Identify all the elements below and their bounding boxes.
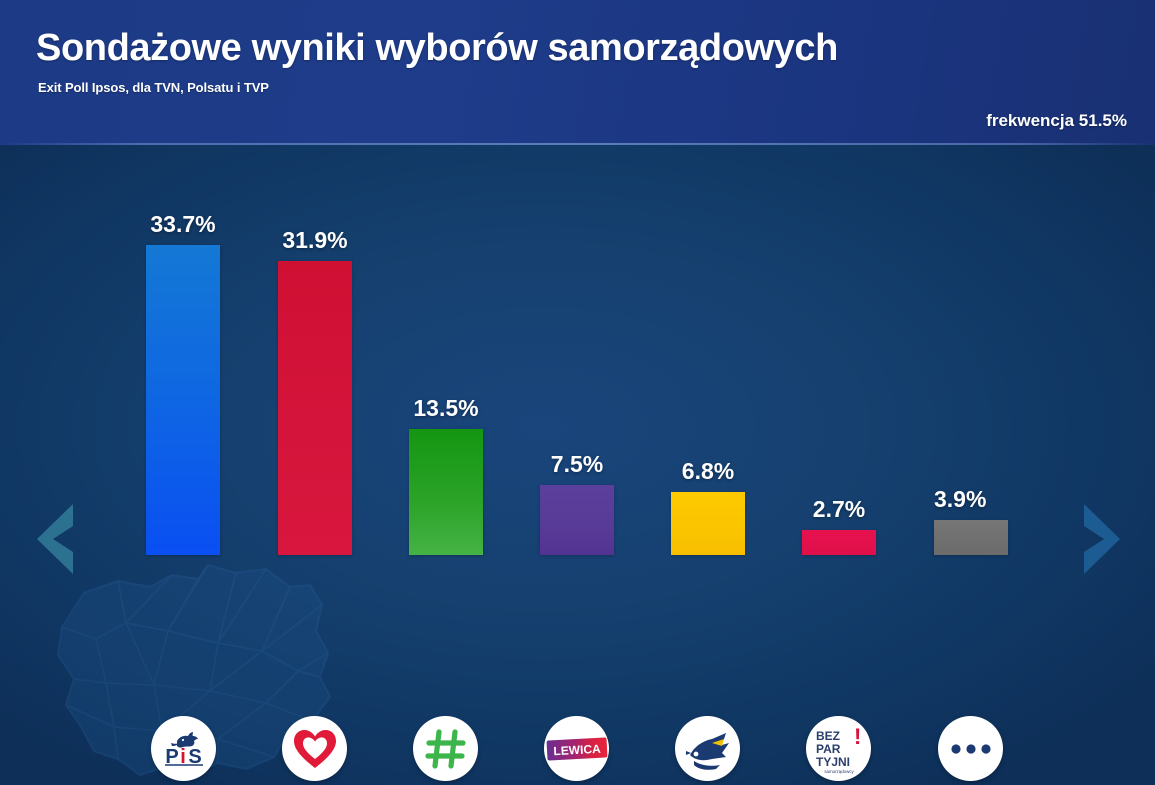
chevron-left-icon	[37, 504, 73, 574]
hashtag-logo-icon	[424, 728, 466, 769]
svg-text:S: S	[188, 746, 201, 768]
bar-value-label: 2.7%	[812, 496, 866, 522]
bar[interactable]	[671, 492, 745, 555]
svg-text:LEWICA: LEWICA	[553, 741, 601, 757]
bezpartyjni-exclamation: !	[854, 724, 861, 749]
bar-value-label: 31.9%	[282, 227, 348, 253]
bar-column: 7.5%	[540, 451, 614, 555]
bar-column: 31.9%	[278, 227, 352, 555]
bar-value-label: 13.5%	[413, 395, 479, 421]
bar[interactable]	[934, 520, 1008, 555]
bezpartyjni-line1: BEZ	[816, 729, 840, 743]
bezpartyjni-logo-icon: BEZ PAR TYJNI ! samorządowcy	[816, 724, 861, 774]
bar-value-label: 33.7%	[150, 211, 216, 237]
lewica-logo-icon: LEWICA	[546, 737, 607, 760]
bar[interactable]	[146, 245, 220, 555]
next-slide-button[interactable]	[1078, 500, 1124, 578]
turnout-label: frekwencja 51.5%	[986, 111, 1127, 130]
party-logo-trzecia-droga[interactable]	[413, 716, 478, 781]
header-band: Sondażowe wyniki wyborów samorządowych E…	[0, 0, 1155, 145]
bezpartyjni-line2: PAR	[816, 742, 841, 756]
party-logo-lewica[interactable]: LEWICA	[544, 716, 609, 781]
party-logo-koalicja-obywatelska[interactable]	[282, 716, 347, 781]
page-subtitle: Exit Poll Ipsos, dla TVN, Polsatu i TVP	[38, 80, 269, 95]
bar-value-label: 6.8%	[681, 458, 735, 484]
party-logo-pis[interactable]: P i S	[151, 716, 216, 781]
party-logo-konfederacja[interactable]	[675, 716, 740, 781]
bar[interactable]	[409, 429, 483, 555]
ellipsis-logo-icon	[950, 743, 991, 754]
bar[interactable]	[540, 485, 614, 555]
bar-value-label: 7.5%	[550, 451, 604, 477]
bezpartyjni-subtext: samorządowcy	[824, 769, 854, 774]
bar-column: 13.5%	[409, 395, 483, 555]
party-logo-bezpartyjni[interactable]: BEZ PAR TYJNI ! samorządowcy	[806, 716, 871, 781]
page-title: Sondażowe wyniki wyborów samorządowych	[36, 27, 838, 69]
chevron-right-icon	[1084, 504, 1120, 574]
prev-slide-button[interactable]	[33, 500, 79, 578]
pis-logo-icon: P i S	[164, 731, 203, 768]
bar-column: 2.7%	[802, 496, 876, 555]
bar[interactable]	[802, 530, 876, 555]
party-logo-pozostali[interactable]	[938, 716, 1003, 781]
heart-logo-icon	[293, 729, 336, 768]
bar-column: 3.9%	[934, 486, 1008, 555]
svg-text:P: P	[165, 746, 178, 768]
bar-plot: 33.7% 31.9% 13.5% 7.5% 6.8%	[0, 145, 1155, 785]
chart-area: 33.7% 31.9% 13.5% 7.5% 6.8%	[0, 145, 1155, 785]
bar-column: 33.7%	[146, 211, 220, 555]
konfederacja-logo-icon	[685, 732, 729, 770]
svg-text:i: i	[180, 746, 186, 768]
bar-value-label: 3.9%	[934, 486, 987, 512]
bezpartyjni-line3: TYJNI	[816, 755, 850, 769]
bar[interactable]	[278, 261, 352, 555]
bar-column: 6.8%	[671, 458, 745, 555]
